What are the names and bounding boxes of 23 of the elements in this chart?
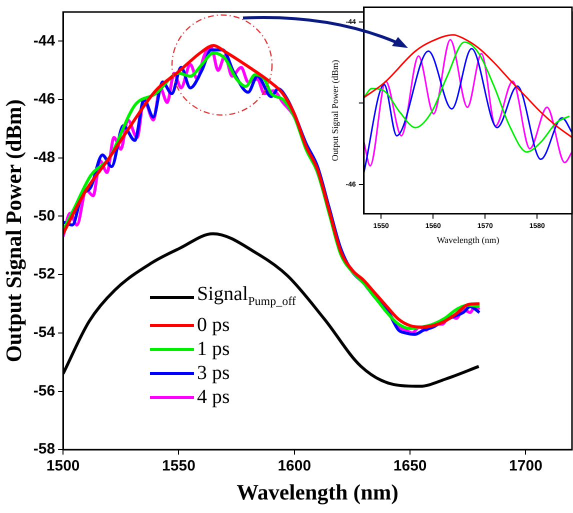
- y-axis-title: Output Signal Power (dBm): [0, 99, 26, 362]
- x-tick-label: 1600: [278, 458, 312, 475]
- x-axis-title: Wavelength (nm): [236, 479, 399, 504]
- y-tick-label: -58: [33, 440, 56, 458]
- x-tick-label: 1500: [46, 458, 80, 475]
- legend-label: 1 ps: [197, 337, 230, 361]
- y-tick-label: -52: [33, 266, 56, 283]
- y-axis-title: Output Signal Power (dBm): [330, 60, 340, 162]
- line-series: [364, 34, 572, 138]
- y-tick-label: -50: [33, 207, 56, 224]
- y-tick-label: -48: [33, 149, 56, 166]
- y-tick-label: -44: [33, 32, 56, 50]
- x-tick-label: 1650: [393, 458, 427, 475]
- legend-label: 0 ps: [197, 313, 230, 337]
- x-tick-label: 1550: [162, 458, 196, 475]
- y-tick-label: -56: [33, 382, 56, 400]
- y-tick-label: -46: [33, 90, 56, 108]
- legend-label: Signal$_{Pump_off}$: [197, 282, 296, 310]
- x-tick-label: 1700: [509, 458, 542, 475]
- legend-label: 3 ps: [197, 361, 230, 385]
- legend-label: 4 ps: [197, 385, 230, 409]
- y-tick-label: -54: [33, 324, 56, 342]
- x-axis-title: Wavelength (nm): [436, 234, 500, 245]
